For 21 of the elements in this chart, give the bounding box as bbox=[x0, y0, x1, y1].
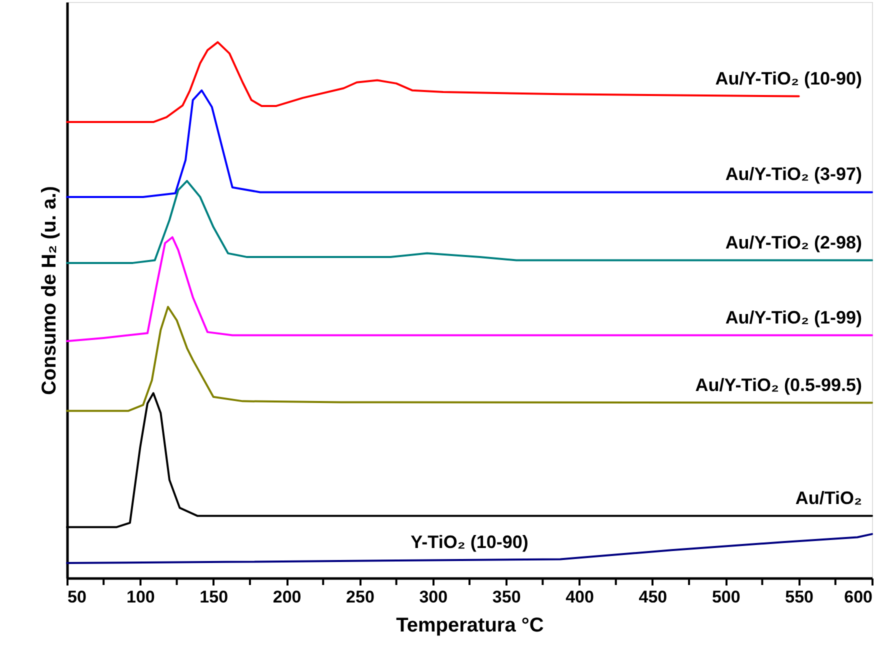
x-tick-label: 50 bbox=[68, 588, 86, 606]
x-tick-label: 450 bbox=[638, 588, 668, 606]
x-tick-label: 350 bbox=[492, 588, 521, 606]
x-tick-label: 200 bbox=[272, 588, 302, 606]
series-label: Au/Y-TiO₂ (1-99) bbox=[725, 307, 862, 328]
x-tick-label: 100 bbox=[126, 588, 155, 606]
x-tick-label: 300 bbox=[419, 588, 448, 606]
x-axis-title: Temperatura °C bbox=[396, 614, 544, 636]
series-label: Au/TiO₂ bbox=[795, 488, 862, 508]
series-label: Au/Y-TiO₂ (3-97) bbox=[725, 164, 862, 184]
series-label: Au/Y-TiO₂ (0.5-99.5) bbox=[695, 374, 862, 395]
series-label: Au/Y-TiO₂ (2-98) bbox=[725, 232, 862, 252]
x-tick-label: 550 bbox=[785, 588, 814, 606]
series-label: Y-TiO₂ (10-90) bbox=[410, 532, 528, 552]
x-tick-label: 250 bbox=[346, 588, 374, 606]
x-tick-label: 400 bbox=[566, 588, 594, 606]
x-tick-label: 500 bbox=[712, 588, 740, 606]
x-tick-label: 600 bbox=[844, 588, 872, 606]
y-axis-title: Consumo de H₂ (u. a.) bbox=[38, 186, 60, 395]
series-label: Au/Y-TiO₂ (10-90) bbox=[715, 68, 862, 88]
x-tick-label: 150 bbox=[200, 588, 228, 606]
